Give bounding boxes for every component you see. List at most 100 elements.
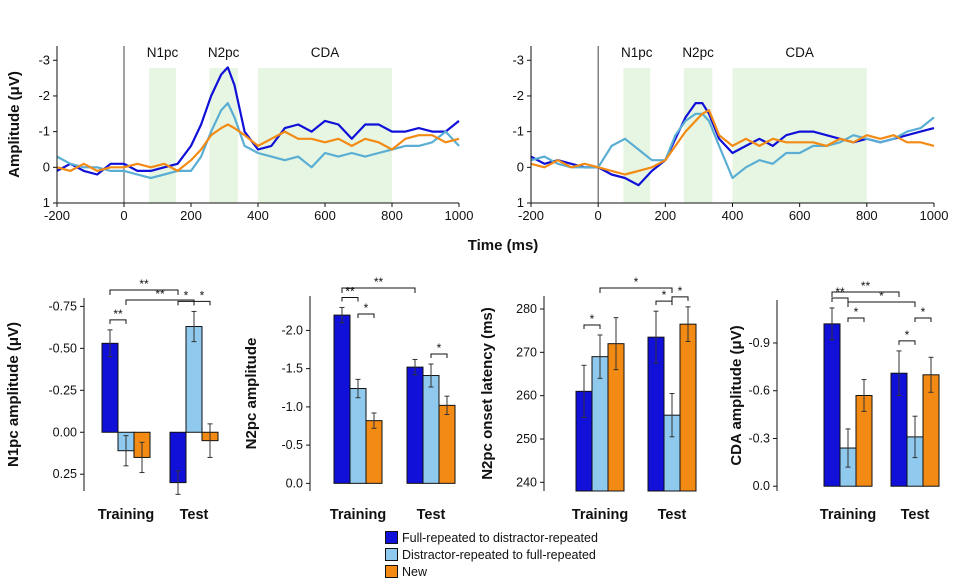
erp-line-new (530, 109, 935, 176)
significance-bracket (831, 291, 900, 297)
y-tick-label: -0.3 (748, 431, 770, 445)
significance-marker: * (200, 288, 205, 302)
legend-item-new: New (385, 563, 598, 580)
time-window-n1pc (149, 68, 176, 203)
legend-swatch-distractor (385, 548, 398, 561)
y-tick-label: -1 (38, 124, 50, 139)
x-tick-label: -200 (44, 208, 70, 223)
significance-marker: * (662, 288, 667, 302)
time-window-label: N2pc (682, 45, 714, 60)
y-tick-label: -0.5 (281, 438, 303, 452)
legend-item-full: Full-repeated to distractor-repeated (385, 529, 598, 546)
significance-bracket (847, 301, 916, 307)
bar-distractor (185, 326, 203, 433)
y-tick-label: 0.0 (286, 476, 303, 490)
time-window-n2pc (683, 68, 713, 203)
legend-swatch-new (385, 565, 398, 578)
time-window-label: CDA (785, 45, 814, 60)
y-axis-label: N2pc onset latency (ms) (479, 307, 496, 480)
time-window-cda (732, 68, 867, 203)
significance-marker: * (364, 301, 369, 315)
x-tick-label: 600 (314, 208, 336, 223)
significance-bracket (357, 313, 375, 318)
y-tick-label: 0.00 (53, 425, 77, 439)
x-tick-label: 0 (120, 208, 127, 223)
y-tick-label: 0 (43, 159, 50, 174)
y-tick-label: 0.25 (53, 467, 77, 481)
y-tick-label: -0.25 (49, 383, 78, 397)
y-axis-label: N2pc amplitude (243, 338, 260, 450)
y-tick-label: -1.5 (281, 362, 303, 376)
time-window-label: N1pc (147, 45, 179, 60)
legend-item-distractor: Distractor-repeated to full-repeated (385, 546, 598, 563)
significance-marker: ** (113, 307, 123, 321)
y-axis-label: CDA amplitude (μV) (728, 325, 745, 465)
y-tick-label: 0 (517, 159, 524, 174)
bar-distractor (422, 375, 440, 484)
y-tick-label: -2.0 (281, 323, 303, 337)
erp-line-full (530, 102, 935, 187)
significance-marker: * (590, 312, 595, 326)
significance-marker: * (879, 289, 884, 303)
category-label: Test (417, 507, 446, 523)
significance-bracket (599, 287, 673, 293)
y-tick-label: -3 (512, 52, 524, 67)
time-window-label: N1pc (621, 45, 653, 60)
significance-bracket (341, 296, 359, 302)
significance-bracket (125, 299, 195, 305)
significance-bracket (831, 297, 849, 302)
significance-marker: * (437, 341, 442, 355)
erp-line-distractor (56, 102, 460, 180)
category-label: Training (330, 507, 386, 523)
y-tick-label: -0.6 (748, 384, 770, 398)
category-label: Training (820, 507, 876, 523)
x-tick-label: 600 (789, 208, 811, 223)
significance-marker: * (678, 284, 683, 298)
y-tick-label: -0.9 (748, 336, 770, 350)
x-tick-label: 200 (654, 208, 676, 223)
significance-marker: * (634, 275, 639, 289)
significance-bracket (898, 340, 916, 345)
x-tick-label: 1000 (445, 208, 474, 223)
x-tick-label: 1000 (920, 208, 949, 223)
category-label: Training (572, 507, 628, 523)
y-tick-label: 0.0 (753, 479, 770, 493)
significance-bracket (847, 317, 865, 322)
y-tick-label: -1.0 (281, 400, 303, 414)
legend-label-full: Full-repeated to distractor-repeated (402, 530, 598, 545)
significance-bracket (914, 317, 932, 322)
bar-new (679, 323, 697, 492)
x-tick-label: 0 (595, 208, 602, 223)
x-tick-label: 800 (856, 208, 878, 223)
y-tick-label: 270 (516, 345, 537, 359)
y-tick-label: 260 (516, 389, 537, 403)
x-tick-label: 800 (381, 208, 403, 223)
significance-marker: * (905, 328, 910, 342)
significance-bracket (109, 289, 179, 295)
significance-bracket (671, 296, 689, 301)
y-tick-label: -0.50 (49, 341, 78, 355)
category-label: Training (98, 507, 154, 523)
bar-full (823, 323, 841, 487)
bar-full (406, 366, 424, 484)
x-tick-label: 400 (722, 208, 744, 223)
significance-marker: ** (861, 279, 871, 293)
y-tick-label: 1 (43, 195, 50, 210)
x-tick-label: 200 (180, 208, 202, 223)
significance-bracket (109, 319, 127, 324)
erp-line-new (56, 123, 460, 172)
bar-new (438, 404, 456, 484)
significance-marker: ** (374, 275, 384, 289)
y-tick-label: -3 (38, 52, 50, 67)
shared-x-axis-label: Time (ms) (468, 237, 539, 254)
bar-new (365, 420, 383, 484)
legend: Full-repeated to distractor-repeated Dis… (385, 529, 598, 580)
y-tick-label: 240 (516, 475, 537, 489)
significance-bracket (430, 353, 448, 359)
time-window-n1pc (623, 68, 651, 203)
significance-marker: ** (345, 284, 355, 298)
y-axis-label: N1pc amplitude (μV) (5, 322, 22, 467)
significance-bracket (655, 300, 673, 306)
x-tick-label: 400 (247, 208, 269, 223)
bar-full (333, 314, 351, 484)
